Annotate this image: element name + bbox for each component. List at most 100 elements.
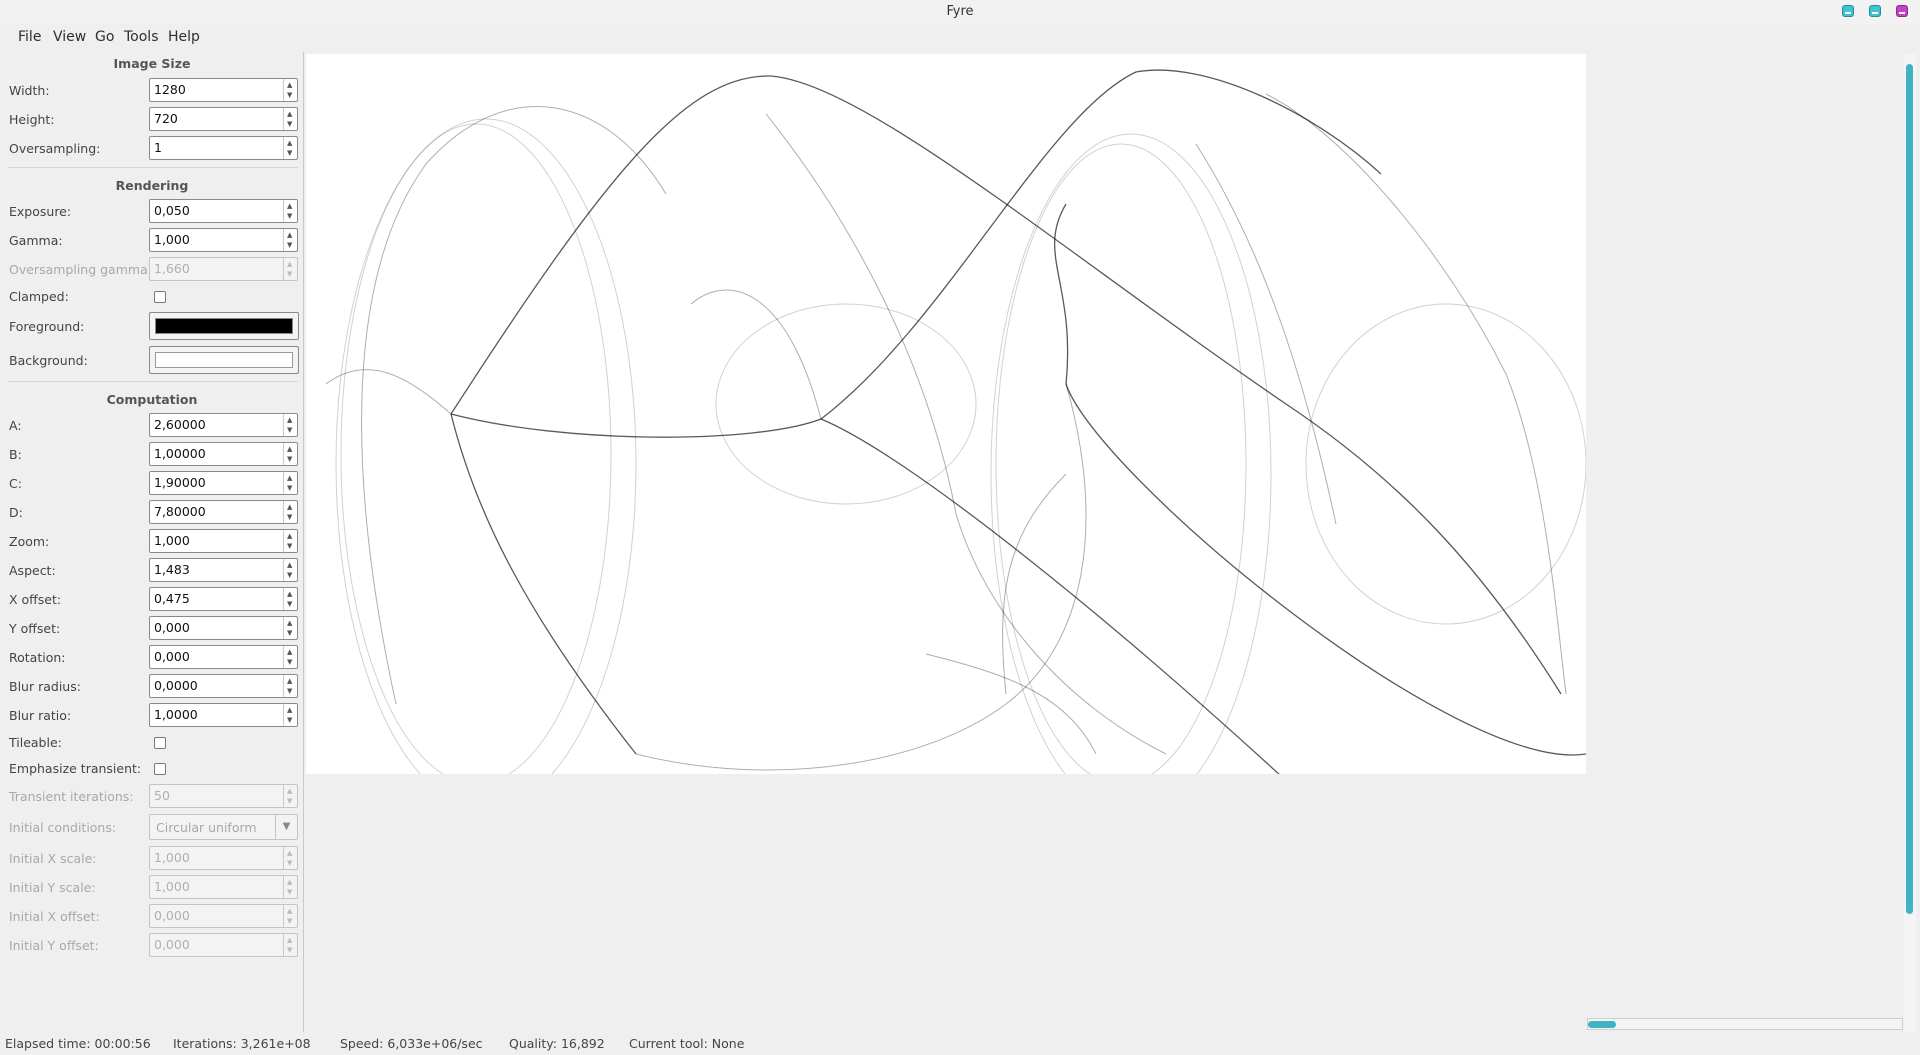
window-title: Fyre — [946, 4, 974, 19]
gamma-value: 1,000 — [154, 232, 190, 247]
aspect-spinbox[interactable]: 1,483 ▲ ▼ — [149, 558, 298, 582]
transient-iterations-spinbox: 50 ▲ ▼ — [149, 784, 298, 808]
section-image-size: Image Size — [113, 56, 191, 71]
menu-file[interactable]: File — [18, 29, 42, 45]
initial-yscale-label: Initial Y scale: — [9, 880, 96, 895]
canvas-area[interactable] — [306, 54, 1906, 1032]
blur-radius-value: 0,0000 — [154, 678, 198, 693]
vertical-scrollbar[interactable] — [1904, 54, 1916, 1032]
background-label: Background: — [9, 353, 88, 368]
status-bar: Elapsed time: 00:00:56 Iterations: 3,261… — [0, 1032, 1920, 1055]
blur-ratio-label: Blur ratio: — [9, 708, 72, 723]
aspect-value: 1,483 — [154, 562, 190, 577]
foreground-color-button[interactable] — [149, 312, 299, 340]
background-swatch — [155, 352, 293, 368]
foreground-swatch — [155, 318, 293, 334]
horizontal-scroll-thumb[interactable] — [1588, 1021, 1616, 1028]
status-quality: Quality: 16,892 — [509, 1036, 605, 1051]
horizontal-scrollbar[interactable] — [1587, 1018, 1903, 1030]
a-spinbox[interactable]: 2,60000 ▲ ▼ — [149, 413, 298, 437]
menu-tools[interactable]: Tools — [124, 29, 159, 45]
blur-ratio-value: 1,0000 — [154, 707, 198, 722]
section-computation: Computation — [106, 392, 198, 407]
menu-bar: File View Go Tools Help — [0, 24, 1920, 50]
background-color-button[interactable] — [149, 346, 299, 374]
close-button[interactable] — [1896, 5, 1908, 17]
zoom-value: 1,000 — [154, 533, 190, 548]
initial-conditions-label: Initial conditions: — [9, 820, 117, 835]
exposure-value: 0,050 — [154, 203, 190, 218]
c-label: C: — [9, 476, 22, 491]
rotation-value: 0,000 — [154, 649, 190, 664]
initial-yscale-value: 1,000 — [154, 879, 190, 894]
emphasize-transient-checkbox[interactable] — [154, 763, 166, 775]
maximize-button[interactable] — [1869, 5, 1881, 17]
c-spinbox[interactable]: 1,90000 ▲ ▼ — [149, 471, 298, 495]
d-spinbox[interactable]: 7,80000 ▲ ▼ — [149, 500, 298, 524]
initial-yoffset-spinbox: 0,000 ▲ ▼ — [149, 933, 298, 957]
foreground-label: Foreground: — [9, 319, 85, 334]
exposure-label: Exposure: — [9, 204, 72, 219]
transient-iterations-value: 50 — [154, 788, 170, 803]
initial-xoffset-label: Initial X offset: — [9, 909, 100, 924]
yoffset-label: Y offset: — [9, 621, 61, 636]
rotation-label: Rotation: — [9, 650, 66, 665]
gamma-spinbox[interactable]: 1,000 ▲ ▼ — [149, 228, 298, 252]
zoom-spinbox[interactable]: 1,000 ▲ ▼ — [149, 529, 298, 553]
menu-go[interactable]: Go — [95, 29, 115, 45]
b-value: 1,00000 — [154, 446, 206, 461]
status-current-tool: Current tool: None — [629, 1036, 745, 1051]
menu-help[interactable]: Help — [168, 29, 200, 45]
chevron-down-icon: ▼ — [275, 815, 297, 839]
oversampling-value: 1 — [154, 140, 162, 155]
xoffset-value: 0,475 — [154, 591, 190, 606]
oversampling-gamma-value: 1,660 — [154, 261, 190, 276]
width-value: 1280 — [154, 82, 186, 97]
transient-iterations-label: Transient iterations: — [9, 789, 134, 804]
emphasize-transient-label: Emphasize transient: — [9, 761, 142, 776]
width-spinbox[interactable]: 1280 ▲ ▼ — [149, 78, 298, 102]
minimize-button[interactable] — [1842, 5, 1854, 17]
a-label: A: — [9, 418, 22, 433]
initial-conditions-combo: Circular uniform ▼ — [149, 814, 298, 840]
initial-xoffset-value: 0,000 — [154, 908, 190, 923]
d-label: D: — [9, 505, 23, 520]
initial-conditions-value: Circular uniform — [156, 820, 257, 835]
oversampling-gamma-label: Oversampling gamma: — [9, 262, 152, 277]
separator — [8, 167, 298, 168]
initial-yscale-spinbox: 1,000 ▲ ▼ — [149, 875, 298, 899]
xoffset-label: X offset: — [9, 592, 62, 607]
b-label: B: — [9, 447, 22, 462]
initial-xscale-label: Initial X scale: — [9, 851, 97, 866]
aspect-label: Aspect: — [9, 563, 56, 578]
vertical-scroll-thumb[interactable] — [1906, 64, 1913, 914]
separator — [8, 381, 298, 382]
height-spinbox[interactable]: 720 ▲ ▼ — [149, 107, 298, 131]
gamma-label: Gamma: — [9, 233, 63, 248]
rotation-spinbox[interactable]: 0,000 ▲ ▼ — [149, 645, 298, 669]
section-rendering: Rendering — [115, 178, 189, 193]
tileable-checkbox[interactable] — [154, 737, 166, 749]
render-canvas[interactable] — [306, 54, 1587, 815]
width-label: Width: — [9, 83, 50, 98]
initial-xscale-value: 1,000 — [154, 850, 190, 865]
initial-xscale-spinbox: 1,000 ▲ ▼ — [149, 846, 298, 870]
blur-radius-spinbox[interactable]: 0,0000 ▲ ▼ — [149, 674, 298, 698]
d-value: 7,80000 — [154, 504, 206, 519]
menu-view[interactable]: View — [53, 29, 87, 45]
initial-yoffset-value: 0,000 — [154, 937, 190, 952]
oversampling-spinbox[interactable]: 1 ▲ ▼ — [149, 136, 298, 160]
yoffset-value: 0,000 — [154, 620, 190, 635]
parameter-sidebar: Image Size Width: 1280 ▲ ▼ Height: 720 ▲ ▼ O… — [0, 52, 304, 1032]
blur-ratio-spinbox[interactable]: 1,0000 ▲ ▼ — [149, 703, 298, 727]
tileable-label: Tileable: — [9, 735, 62, 750]
zoom-label: Zoom: — [9, 534, 50, 549]
height-value: 720 — [154, 111, 178, 126]
exposure-spinbox[interactable]: 0,050 ▲ ▼ — [149, 199, 298, 223]
xoffset-spinbox[interactable]: 0,475 ▲ ▼ — [149, 587, 298, 611]
status-iterations: Iterations: 3,261e+08 — [173, 1036, 311, 1051]
b-spinbox[interactable]: 1,00000 ▲ ▼ — [149, 442, 298, 466]
clamped-checkbox[interactable] — [154, 291, 166, 303]
yoffset-spinbox[interactable]: 0,000 ▲ ▼ — [149, 616, 298, 640]
oversampling-gamma-spinbox: 1,660 ▲ ▼ — [149, 257, 298, 281]
